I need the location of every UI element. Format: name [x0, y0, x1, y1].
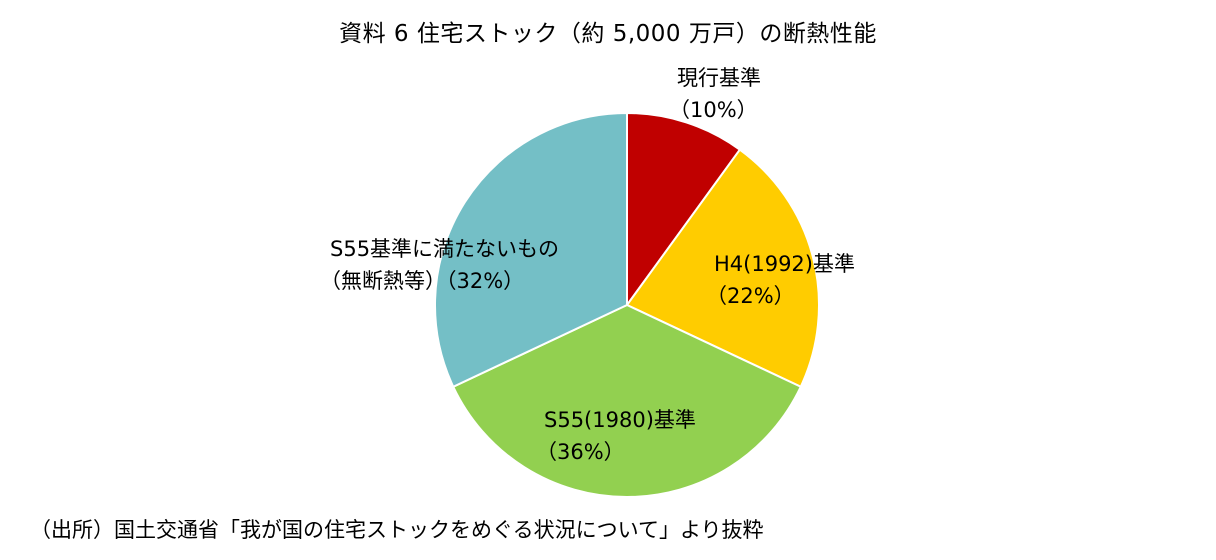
pie-slice-2: [451, 303, 803, 499]
slice-label-name: 現行基準: [677, 66, 761, 90]
slice-label-below-s55: S55基準に満たないもの （無断熱等）（32%）: [320, 233, 560, 297]
pie-slice-0: [626, 111, 742, 309]
chart-title: 資料 6 住宅ストック（約 5,000 万戸）の断熱性能: [339, 21, 877, 47]
slice-label-percent: （36%）: [536, 440, 625, 464]
slice-label-h4-standard: H4(1992)基準 （22%）: [706, 248, 855, 312]
slice-label-name: S55基準に満たないもの: [330, 237, 560, 261]
pie-slice-3: [434, 111, 628, 389]
slice-label-name: S55(1980)基準: [544, 408, 696, 432]
slice-label-s55-standard: S55(1980)基準 （36%）: [536, 404, 696, 468]
slice-label-percent: （無断熱等）（32%）: [320, 269, 525, 293]
slice-label-current-standard: 現行基準 （10%）: [669, 62, 761, 126]
slice-label-percent: （22%）: [706, 284, 795, 308]
source-note: （出所）国土交通省「我が国の住宅ストックをめぐる状況について」より抜粋: [30, 518, 764, 542]
slice-label-name: H4(1992)基準: [714, 252, 855, 276]
slice-label-percent: （10%）: [669, 98, 758, 122]
